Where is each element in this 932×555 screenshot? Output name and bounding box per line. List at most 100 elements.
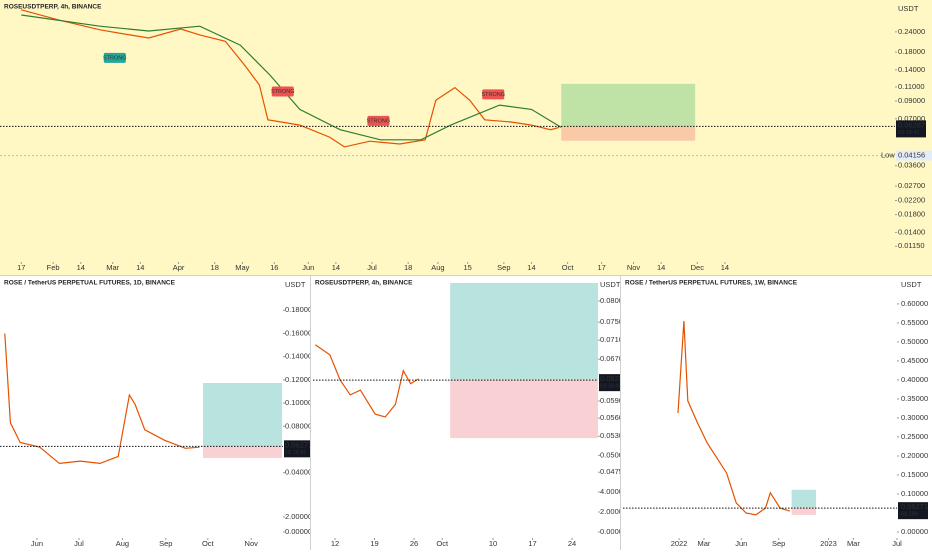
y-tick-label: 0.05900 (600, 396, 627, 405)
price-value: 0.06287 (600, 374, 627, 383)
y-tick-label: 0.07100 (600, 335, 627, 344)
x-tick-label: Dec (691, 263, 705, 272)
y-tick-label: 0.14000 (285, 352, 312, 361)
x-tick-label: Nov (627, 263, 641, 272)
chart-title: ROSE / TetherUS PERPETUAL FUTURES, 1D, B… (4, 280, 176, 287)
y-tick-label: 0.60000 (901, 299, 928, 308)
y-tick-label: 0.08000 (600, 296, 627, 305)
y-tick-label: 0.01150 (898, 241, 925, 250)
y-tick-label: 0.04000 (285, 468, 312, 477)
x-tick-label: 17 (597, 263, 605, 272)
x-tick-label: Jun (31, 539, 43, 548)
x-tick-label: 2022 (671, 539, 688, 548)
x-tick-label: 15 (464, 263, 472, 272)
x-tick-label: 26 (410, 539, 418, 548)
y-tick-label: 0.35000 (901, 394, 928, 403)
y-unit: USDT (898, 4, 919, 13)
y-tick-label: 0.05000 (600, 450, 627, 459)
y-tick-label: 0.12000 (285, 375, 312, 384)
price-box (284, 440, 314, 458)
target-zone (450, 283, 598, 381)
x-tick-label: 19 (370, 539, 378, 548)
x-tick-label: Aug (431, 263, 444, 272)
x-tick-label: May (235, 263, 249, 272)
signal-text: STRONG (103, 55, 127, 61)
chart-title: ROSEUSDTPERP, 4h, BINANCE (315, 280, 413, 287)
price-line (4, 333, 200, 465)
price-box (896, 120, 926, 138)
y-tick-label: 0.10000 (901, 489, 928, 498)
x-tick-label: Jun (735, 539, 747, 548)
x-tick-label: 18 (211, 263, 219, 272)
signal-box (103, 52, 126, 63)
x-tick-label: Sep (772, 539, 785, 548)
y-tick-label: 0.18000 (898, 47, 925, 56)
volume-tick-label: 2.00000 (285, 512, 312, 521)
signal-box (482, 89, 505, 100)
stop-zone (450, 380, 598, 439)
y-tick-label: 0.06700 (600, 354, 627, 363)
y-tick-label: 0.01400 (898, 227, 925, 236)
x-tick-label: 14 (332, 263, 340, 272)
price-box (898, 502, 928, 520)
y-tick-label: 0.11000 (898, 82, 925, 91)
volume-tick-label: 4.00000 (600, 487, 627, 496)
volume-tick-label: 0.00000 (600, 527, 627, 536)
signal-box (367, 115, 390, 126)
x-tick-label: 14 (136, 263, 144, 272)
y-tick-label: 0.08000 (285, 421, 312, 430)
x-tick-label: Jun (302, 263, 314, 272)
y-tick-label: 0.50000 (901, 337, 928, 346)
target-zone (561, 83, 696, 127)
volume-tick-label: 2.00000 (600, 507, 627, 516)
y-tick-label: 0.20000 (901, 451, 928, 460)
x-tick-label: 10 (489, 539, 497, 548)
x-tick-label: 2023 (820, 539, 837, 548)
price-value: 0.06271 (901, 502, 928, 511)
x-tick-label: 18 (404, 263, 412, 272)
x-tick-label: Aug (116, 539, 129, 548)
x-tick-label: Oct (202, 539, 215, 548)
x-tick-label: 16 (270, 263, 278, 272)
price-value: 0.06271 (285, 440, 312, 449)
stop-zone (203, 446, 283, 458)
y-unit: USDT (285, 280, 306, 289)
x-tick-label: 17 (17, 263, 25, 272)
y-tick-label: 0.14000 (898, 65, 925, 74)
y-tick-label: 0.24000 (898, 27, 925, 36)
x-tick-label: Mar (697, 539, 710, 548)
x-tick-label: Jul (367, 263, 377, 272)
y-tick-label: 0.10000 (285, 398, 312, 407)
y-tick-label: 0.40000 (901, 375, 928, 384)
y-tick-label: 0.04750 (600, 467, 627, 476)
y-tick-label: 0.07000 (898, 114, 925, 123)
y-unit: USDT (600, 280, 621, 289)
signal-text: STRONG (367, 118, 391, 124)
y-tick-label: 0.30000 (901, 413, 928, 422)
panel-background (0, 0, 932, 275)
x-tick-label: Sep (497, 263, 510, 272)
signal-text: STRONG (271, 89, 295, 95)
x-tick-label: 17 (528, 539, 536, 548)
x-tick-label: Jul (74, 539, 84, 548)
price-line (21, 9, 560, 148)
y-tick-label: 0.18000 (285, 305, 312, 314)
y-tick-label: 0.00000 (901, 527, 928, 536)
target-zone (791, 489, 817, 509)
y-tick-label: 0.05300 (600, 431, 627, 440)
y-tick-label: 0.25000 (901, 432, 928, 441)
target-zone (203, 383, 283, 447)
x-tick-label: Apr (173, 263, 185, 272)
y-unit: USDT (901, 280, 922, 289)
y-tick-label: 0.03600 (898, 161, 925, 170)
y-tick-label: 0.01800 (898, 210, 925, 219)
price-countdown: 15:18:41 (285, 450, 306, 456)
x-tick-label: 24 (568, 539, 576, 548)
price-line (314, 344, 419, 418)
price-countdown: 03:18:41 (898, 130, 919, 136)
chart-title: ROSEUSDTPERP, 4h, BINANCE (4, 4, 102, 11)
price-countdown: 6d 16h (901, 512, 918, 518)
y-tick-label: 0.15000 (901, 470, 928, 479)
x-tick-label: Sep (159, 539, 172, 548)
stop-zone (791, 508, 817, 515)
